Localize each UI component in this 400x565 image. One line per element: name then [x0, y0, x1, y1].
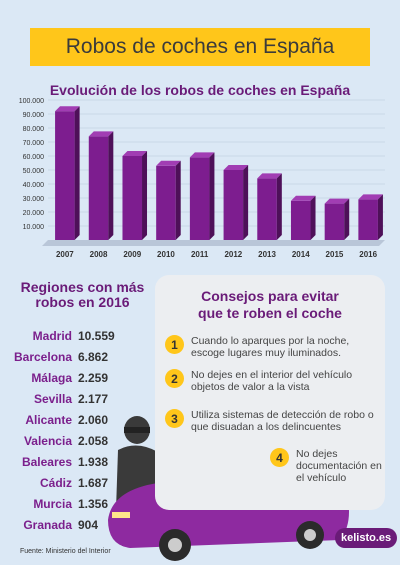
- y-tick-label: 50.000: [23, 168, 45, 175]
- x-tick-label: 2016: [359, 250, 377, 259]
- region-name: Málaga: [31, 370, 72, 385]
- region-value: 1.687: [78, 475, 109, 490]
- region-row: Madrid 10.559: [14, 325, 154, 346]
- x-tick-label: 2012: [224, 250, 242, 259]
- x-tick-label: 2013: [258, 250, 276, 259]
- region-value: 10.559: [78, 328, 115, 343]
- bar-2016: [358, 194, 383, 240]
- source-note: Fuente: Ministerio del Interior: [20, 548, 111, 555]
- y-tick-label: 30.000: [23, 196, 45, 203]
- kelisto-logo: kelisto.es: [335, 528, 398, 548]
- tip-number-badge: 4: [270, 448, 289, 467]
- tip-item: 1 Cuando lo aparques por la noche, escoge…: [165, 335, 376, 359]
- region-name: Baleares: [21, 454, 72, 469]
- region-value: 6.862: [78, 349, 109, 364]
- region-name: Valencia: [23, 433, 72, 448]
- region-row: Alicante 2.060: [14, 409, 154, 430]
- region-name: Granada: [23, 517, 72, 532]
- x-tick-label: 2008: [90, 250, 108, 259]
- x-tick-label: 2014: [292, 250, 310, 259]
- title-banner: Robos de coches en España: [30, 28, 370, 66]
- y-tick-label: 20.000: [23, 210, 45, 217]
- region-name: Cádiz: [39, 475, 72, 490]
- region-value: 1.938: [78, 454, 109, 469]
- tip-item: 2 No dejes en el interior del vehículo ob…: [165, 369, 376, 393]
- bar-2008: [88, 131, 114, 240]
- tip-item: 4 No dejes documentación en el vehículo: [270, 448, 391, 484]
- bar-2009: [122, 151, 148, 240]
- bar-2007: [55, 106, 80, 240]
- tip-item: 3 Utiliza sistemas de detección de robo o…: [165, 409, 376, 433]
- y-tick-label: 80.000: [23, 126, 45, 133]
- tip-text: No dejes documentación en el vehículo: [296, 448, 382, 484]
- tip-text: Utiliza sistemas de detección de robo o …: [191, 409, 374, 433]
- bar-2014: [290, 195, 316, 240]
- region-value: 2.259: [78, 370, 109, 385]
- bar-2015: [324, 198, 350, 240]
- region-name: Alicante: [25, 412, 72, 427]
- region-row: Sevilla 2.177: [14, 388, 154, 409]
- tip-number-badge: 3: [165, 409, 184, 428]
- y-tick-label: 90.000: [23, 112, 45, 119]
- region-row: Granada 904: [14, 514, 154, 535]
- tips-panel: [155, 275, 385, 510]
- region-row: Valencia 2.058: [14, 430, 154, 451]
- chart-floor: [42, 240, 385, 246]
- bar-2013: [257, 173, 282, 240]
- tip-number-badge: 2: [165, 369, 184, 388]
- tips-title: Consejos para evitar que te roben el coc…: [155, 288, 385, 322]
- region-row: Málaga 2.259: [14, 367, 154, 388]
- region-row: Baleares 1.938: [14, 451, 154, 472]
- page-title: Robos de coches en España: [65, 35, 335, 58]
- tip-text: No dejes en el interior del vehículo obj…: [191, 369, 353, 393]
- tip-text: Cuando lo aparques por la noche, escoge …: [191, 335, 350, 359]
- y-tick-label: 60.000: [23, 154, 45, 161]
- region-name: Madrid: [32, 328, 72, 343]
- y-tick-label: 100.000: [19, 98, 44, 105]
- x-tick-label: 2015: [326, 250, 344, 259]
- region-name: Murcia: [33, 496, 72, 511]
- tip-number-badge: 1: [165, 335, 184, 354]
- y-tick-label: 40.000: [23, 182, 45, 189]
- bar-2010: [156, 160, 181, 240]
- region-value: 2.058: [78, 433, 109, 448]
- x-tick-label: 2010: [157, 250, 175, 259]
- region-value: 2.177: [78, 391, 109, 406]
- x-tick-label: 2007: [56, 250, 74, 259]
- x-tick-label: 2009: [123, 250, 141, 259]
- region-value: 904: [78, 517, 99, 532]
- bar-2011: [189, 152, 215, 240]
- region-name: Barcelona: [14, 349, 73, 364]
- tips-title-line1: Consejos para evitar: [201, 288, 339, 304]
- chart-title: Evolución de los robos de coches en Espa…: [49, 82, 351, 98]
- region-name: Sevilla: [33, 391, 72, 406]
- region-value: 1.356: [78, 496, 109, 511]
- regions-list: Madrid 10.559 Barcelona 6.862 Málaga 2.259 Sev…: [14, 325, 154, 535]
- region-row: Murcia 1.356: [14, 493, 154, 514]
- region-row: Cádiz 1.687: [14, 472, 154, 493]
- bar-2012: [223, 165, 249, 240]
- x-tick-label: 2011: [191, 250, 209, 259]
- y-tick-label: 10.000: [23, 224, 45, 231]
- tips-title-line2: que te roben el coche: [198, 305, 342, 321]
- bar-chart: 10.000 20.000 30.000 40.000 50.000 60.000 70.0…: [19, 98, 385, 259]
- regions-title: Regiones con más robos en 2016: [20, 279, 145, 310]
- region-value: 2.060: [78, 412, 109, 427]
- y-tick-label: 70.000: [23, 140, 45, 147]
- region-row: Barcelona 6.862: [14, 346, 154, 367]
